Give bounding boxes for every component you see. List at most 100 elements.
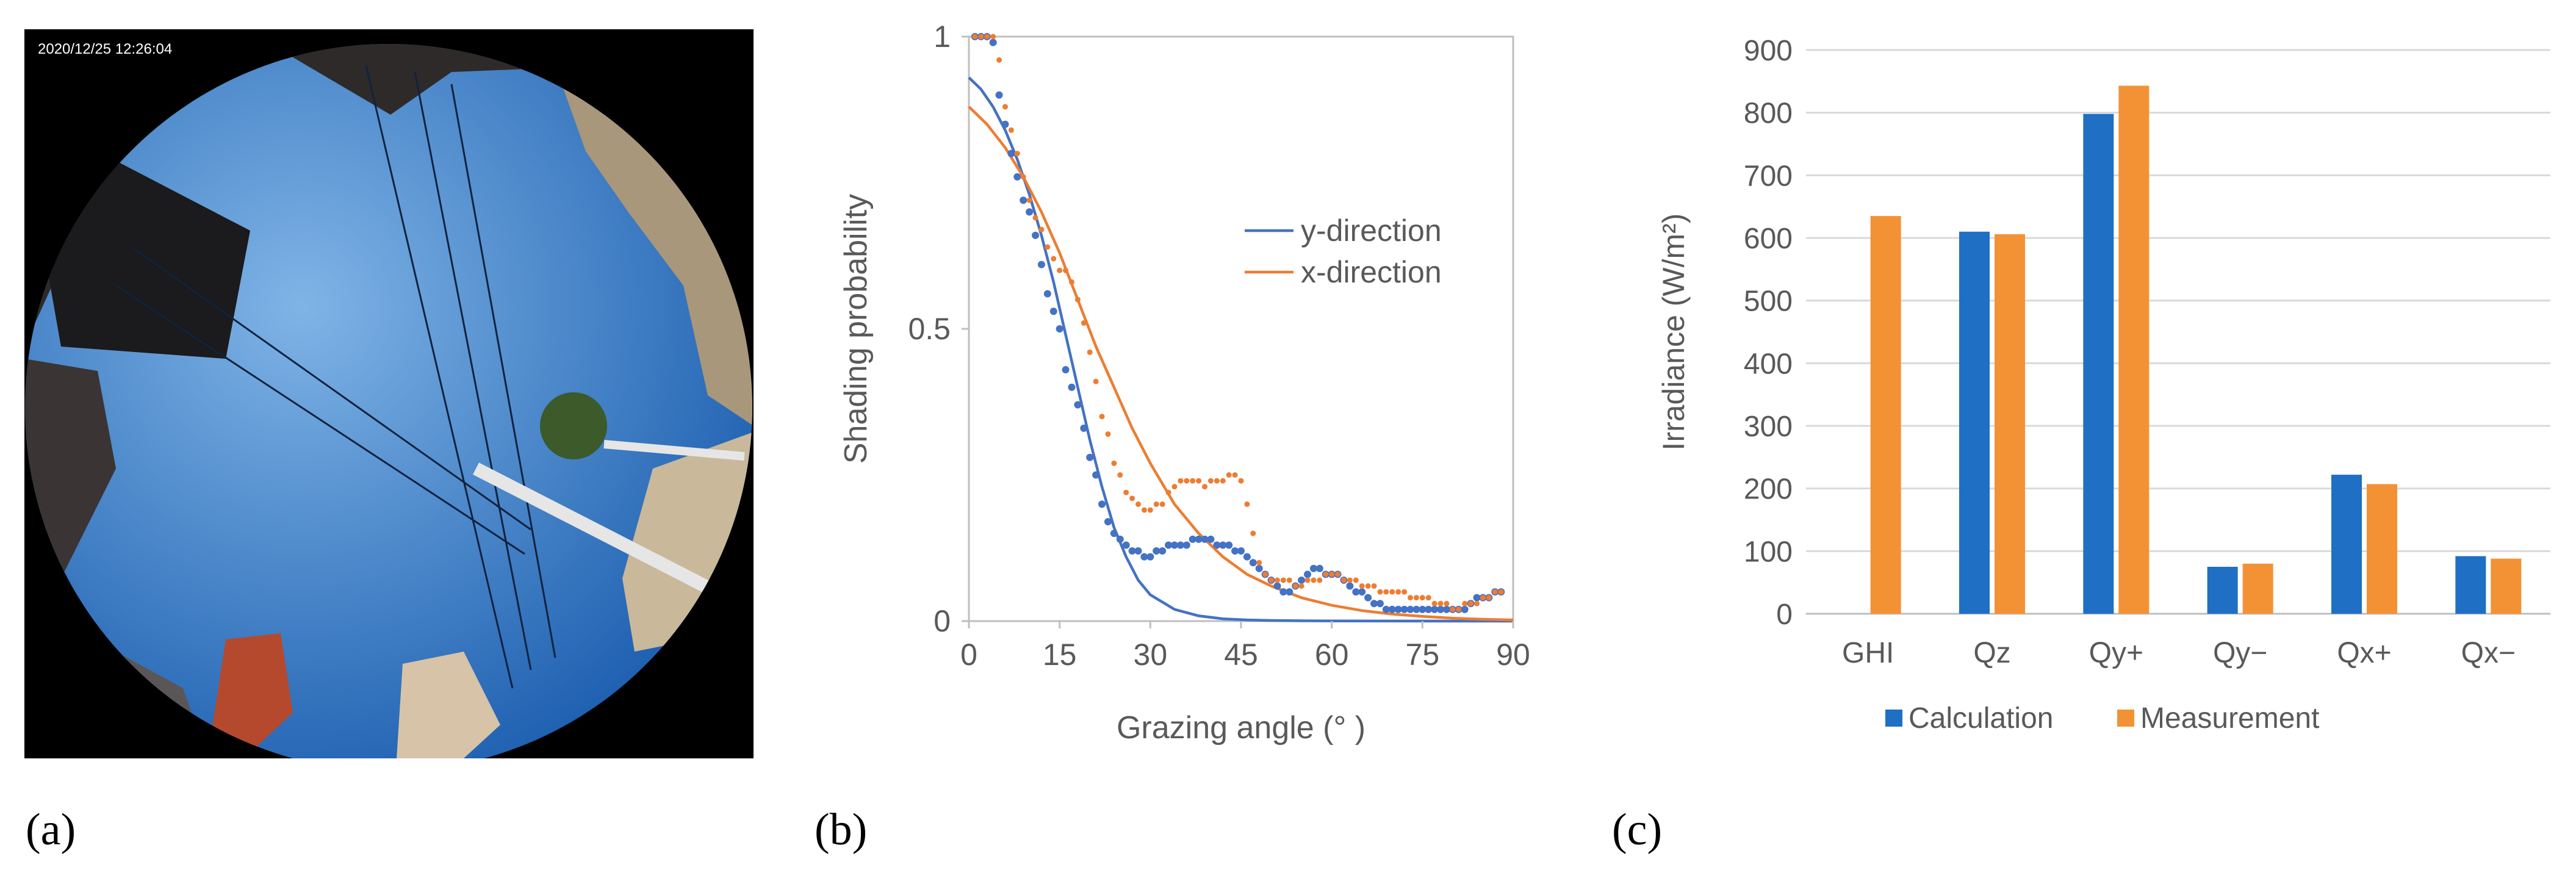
data-point-y-direction	[1382, 605, 1390, 613]
data-point-y-direction	[1358, 588, 1366, 596]
data-point-x-direction	[1178, 478, 1184, 484]
data-point-y-direction	[1037, 261, 1045, 268]
shading-probability-plot: 0 15 30 45 60 75 90 0 0.5 1 Grazing angle (° ) Sh…	[838, 20, 1530, 746]
data-point-x-direction	[1450, 606, 1456, 613]
bar-Measurement-Qy−	[2242, 563, 2273, 614]
data-point-y-direction	[1201, 535, 1209, 543]
data-point-x-direction	[1063, 267, 1069, 273]
legend-swatch	[2117, 710, 2134, 727]
panel-label-a: (a)	[26, 805, 76, 855]
utility-pole	[472, 462, 718, 597]
x-tick-label: Qy−	[2213, 637, 2267, 669]
data-point-y-direction	[1370, 600, 1378, 608]
data-point-x-direction	[1286, 577, 1292, 583]
data-point-y-direction	[1110, 530, 1118, 538]
x-tick-label: Qx+	[2337, 637, 2391, 669]
data-point-x-direction	[1365, 583, 1371, 589]
data-point-y-direction	[1128, 547, 1136, 555]
data-point-y-direction	[1352, 588, 1360, 596]
x-tick-label: Qz	[1973, 637, 2010, 669]
data-point-y-direction	[1140, 553, 1148, 561]
data-point-y-direction	[1080, 424, 1088, 432]
data-point-y-direction	[1026, 208, 1034, 216]
data-point-x-direction	[1244, 501, 1250, 507]
data-point-x-direction	[1340, 577, 1347, 583]
data-point-x-direction	[1020, 174, 1026, 180]
data-point-y-direction	[1001, 120, 1009, 128]
legend-entry-label: x-direction	[1301, 255, 1442, 289]
data-point-y-direction	[1007, 149, 1015, 157]
data-point-x-direction	[1280, 577, 1286, 583]
data-point-x-direction	[1238, 478, 1244, 484]
data-point-x-direction	[1480, 595, 1486, 601]
data-point-x-direction	[990, 34, 996, 40]
data-point-y-direction	[1116, 535, 1124, 543]
utility-pole	[603, 440, 745, 461]
data-point-x-direction	[1335, 571, 1341, 577]
data-point-y-direction	[1437, 605, 1445, 613]
data-point-y-direction	[1013, 173, 1021, 181]
data-point-y-direction	[1043, 290, 1051, 298]
data-point-y-direction	[1461, 605, 1469, 613]
data-point-x-direction	[1371, 583, 1377, 589]
data-point-y-direction	[989, 38, 997, 46]
data-point-x-direction	[1232, 472, 1238, 478]
data-point-y-direction	[1273, 582, 1281, 590]
data-point-x-direction	[1074, 297, 1081, 303]
data-point-y-direction	[1056, 325, 1063, 333]
data-point-y-direction	[1122, 541, 1130, 549]
data-point-y-direction	[1376, 600, 1384, 608]
y-tick-label: 600	[1744, 223, 1793, 255]
data-point-x-direction	[1057, 267, 1063, 273]
data-point-x-direction	[1323, 571, 1329, 577]
data-point-y-direction	[1176, 541, 1184, 549]
y-tick-label: 400	[1744, 348, 1793, 380]
power-line	[115, 284, 525, 555]
x-tick-label: 0	[960, 638, 977, 672]
x-tick-label: GHI	[1842, 637, 1894, 669]
data-point-x-direction	[1008, 127, 1014, 133]
data-point-x-direction	[1051, 256, 1057, 262]
data-point-y-direction	[1225, 541, 1233, 549]
y-tick-label: 300	[1744, 411, 1793, 443]
bar-Measurement-Qz	[1995, 234, 2025, 614]
data-point-x-direction	[1492, 589, 1498, 595]
irradiance-bar-chart: 0 100 200 300 400 500 600 700 800 900 GHI Qz Qy+ Qy− Q…	[1623, 0, 2563, 769]
building-bottom-red	[207, 633, 293, 758]
data-point-x-direction	[1087, 349, 1093, 355]
bar-Measurement-Qx−	[2491, 558, 2522, 614]
panel-label-b: (b)	[815, 805, 868, 855]
bar-Measurement-Qy+	[2118, 85, 2150, 614]
data-point-y-direction	[1219, 541, 1227, 549]
data-point-y-direction	[1237, 547, 1245, 555]
bar-Calculation-Qx−	[2455, 556, 2486, 614]
data-point-x-direction	[1226, 472, 1232, 478]
power-line	[365, 65, 514, 689]
data-point-x-direction	[1431, 600, 1437, 606]
plot-area-frame	[968, 35, 1514, 622]
x-tick-label: 90	[1496, 638, 1530, 672]
data-point-x-direction	[1117, 472, 1123, 478]
data-point-x-direction	[1196, 478, 1202, 484]
data-point-x-direction	[1329, 571, 1335, 577]
data-point-x-direction	[1317, 577, 1323, 583]
data-point-x-direction	[1135, 501, 1142, 507]
shading-probability-chart: 0 15 30 45 60 75 90 0 0.5 1 Grazing angle (° ) Sh…	[818, 0, 1550, 769]
data-point-y-direction	[1165, 541, 1173, 549]
data-point-y-direction	[1304, 570, 1312, 578]
data-point-y-direction	[1425, 605, 1433, 613]
legend: Calculation Measurement	[1885, 702, 2319, 735]
x-tick-label: 75	[1406, 638, 1440, 672]
data-point-x-direction	[1304, 577, 1311, 583]
data-point-y-direction	[1092, 471, 1100, 479]
data-point-y-direction	[1213, 541, 1221, 549]
series-line-y-direction	[968, 76, 1513, 623]
data-point-x-direction	[1123, 489, 1129, 495]
data-point-y-direction	[1298, 576, 1306, 584]
data-point-x-direction	[1184, 478, 1190, 484]
y-tick-label: 800	[1744, 98, 1793, 130]
data-point-x-direction	[1401, 589, 1408, 595]
data-point-x-direction	[1395, 589, 1401, 595]
data-point-x-direction	[1377, 589, 1383, 595]
data-point-y-direction	[1412, 605, 1420, 613]
